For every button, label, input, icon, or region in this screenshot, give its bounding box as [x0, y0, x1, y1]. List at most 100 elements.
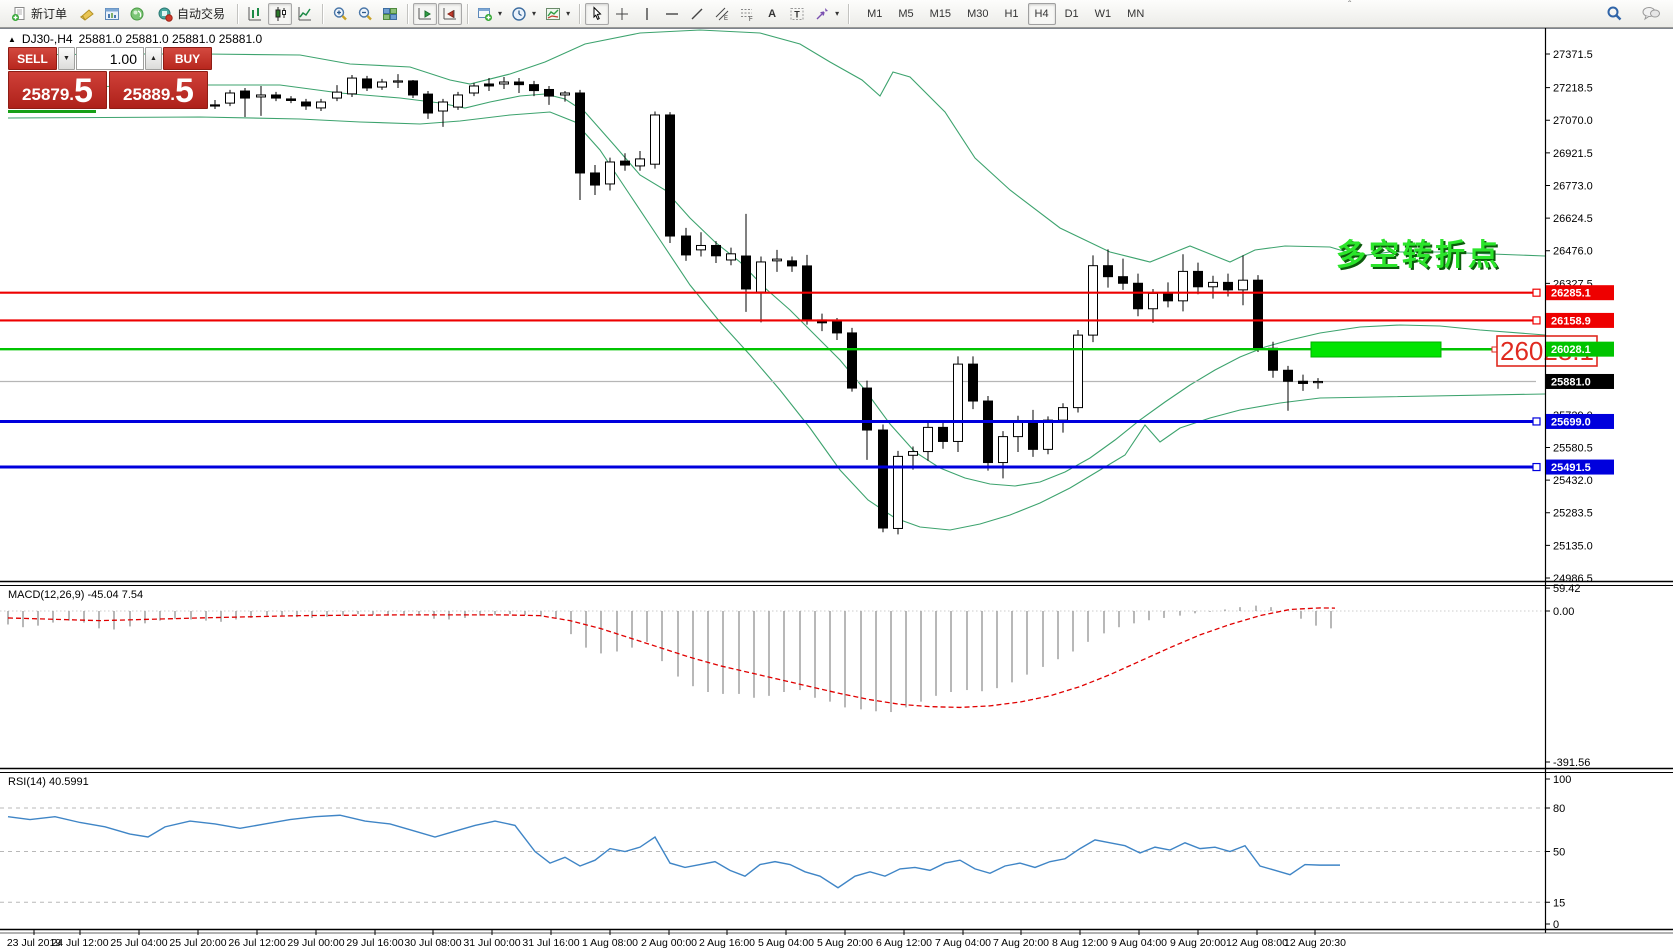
tile-windows-icon [383, 7, 398, 20]
current-price-axis-label [1546, 373, 1614, 389]
tf-button-M5[interactable]: M5 [891, 3, 920, 25]
toolbar-separator [467, 3, 469, 24]
tf-button-D1[interactable]: D1 [1058, 3, 1086, 25]
candle-body [514, 81, 524, 86]
candle-body [681, 235, 691, 256]
level-line-handle [1532, 462, 1541, 472]
signals-button[interactable] [125, 3, 149, 25]
text-label-icon: T [790, 7, 804, 20]
time-tick-label: 2 Aug 00:00 [641, 937, 697, 949]
zoom-in-button[interactable] [328, 3, 352, 25]
candle-body [1088, 265, 1098, 336]
indicators-button[interactable]: ▾ [541, 3, 574, 25]
horizontal-line-tool-button[interactable] [660, 3, 684, 25]
rsi-tick-label: 0 [1553, 919, 1559, 931]
cursor-tool-button[interactable] [585, 2, 610, 25]
candle-body [968, 363, 978, 402]
svg-text:26285.1: 26285.1 [1551, 288, 1591, 300]
styler-button[interactable] [75, 3, 99, 25]
buy-price-display[interactable]: 25889. 5 [109, 71, 208, 109]
time-tick-label: 26 Jul 12:00 [228, 937, 285, 949]
tf-button-H4[interactable]: H4 [1027, 2, 1056, 25]
new-chart-button[interactable]: ▾ [473, 3, 506, 25]
rsi-tick-label: 15 [1553, 897, 1565, 909]
candle-body [453, 94, 463, 108]
sell-price-display[interactable]: 25879. 5 [8, 71, 107, 109]
price-tick-label: 26476.0 [1553, 246, 1593, 258]
macd-tick-label: 59.42 [1553, 583, 1581, 595]
new-order-button[interactable]: 新订单 [4, 3, 74, 25]
trendline-tool-button[interactable] [685, 3, 709, 25]
lot-increase-button[interactable]: ▲ [145, 47, 162, 70]
auto-scroll-button[interactable] [413, 2, 438, 25]
candle-body [529, 84, 539, 92]
line-chart-mode-button[interactable] [293, 3, 317, 25]
candle-body [560, 92, 570, 96]
tf-button-W1[interactable]: W1 [1088, 3, 1119, 25]
toolbar-separator [322, 3, 324, 24]
candle-body [240, 90, 250, 99]
candle-body [423, 93, 433, 114]
candle-body [1133, 282, 1143, 310]
spin-up-icon: ▲ [150, 55, 157, 62]
candle-body [316, 101, 326, 109]
tile-windows-button[interactable] [378, 3, 402, 25]
toolbar-collapse-icon[interactable]: ˆ [1348, 0, 1352, 11]
chat-button[interactable] [1637, 2, 1665, 24]
tf-button-H1[interactable]: H1 [997, 3, 1025, 25]
crayon-icon [79, 8, 94, 21]
candle-body [741, 255, 751, 290]
periods-button[interactable]: ▾ [507, 3, 540, 25]
search-button[interactable] [1602, 2, 1627, 24]
search-icon [1607, 6, 1622, 20]
zoom-out-button[interactable] [353, 3, 377, 25]
candle-body [1238, 279, 1248, 291]
arrows-tool-button[interactable]: ▾ [810, 3, 843, 25]
vertical-line-tool-button[interactable] [635, 3, 659, 25]
time-tick-label: 12 Aug 20:30 [1284, 937, 1346, 949]
candle-body [847, 332, 857, 389]
collapse-panel-icon[interactable]: ▲ [8, 34, 16, 44]
fibonacci-tool-button[interactable]: F [735, 3, 759, 25]
supply-zone-rect[interactable] [1310, 341, 1442, 358]
candle-body [1118, 276, 1128, 284]
candle-body [1178, 270, 1188, 302]
channel-tool-button[interactable]: E [710, 3, 734, 25]
candle-body [301, 101, 311, 107]
chart-ohlc-readout: 25881.0 25881.0 25881.0 25881.0 [78, 32, 263, 46]
level-line-handle [1532, 417, 1541, 426]
lot-decrease-button[interactable]: ▼ [58, 47, 75, 70]
chart-shift-button[interactable] [438, 2, 463, 25]
candle-body [787, 260, 797, 267]
sell-button[interactable]: SELL [8, 47, 57, 70]
market-watch-button[interactable] [100, 3, 124, 25]
bar-chart-mode-button[interactable] [243, 3, 267, 25]
candlestick-mode-button[interactable] [268, 2, 293, 25]
tf-button-MN[interactable]: MN [1120, 3, 1151, 25]
time-tick-label: 9 Aug 04:00 [1111, 937, 1167, 949]
svg-text:25491.5: 25491.5 [1551, 462, 1591, 474]
buy-button[interactable]: BUY [163, 47, 212, 70]
crosshair-tool-button[interactable] [610, 3, 634, 25]
spread-indicator [8, 110, 96, 113]
time-tick-label: 23 Jul 2019 [7, 937, 61, 949]
tf-button-M30[interactable]: M30 [960, 3, 995, 25]
tf-button-M1[interactable]: M1 [860, 3, 889, 25]
text-tool-button[interactable]: A [760, 3, 784, 25]
time-tick-label: 7 Aug 20:00 [993, 937, 1049, 949]
lot-size-input[interactable] [76, 47, 144, 70]
candle-body [1028, 420, 1038, 450]
time-tick-label: 8 Aug 12:00 [1052, 937, 1108, 949]
auto-trading-button[interactable]: 自动交易 [150, 3, 232, 25]
level-lines[interactable] [0, 288, 1541, 472]
trade-panel-controls: SELL ▼ ▲ BUY [8, 47, 212, 70]
svg-text:多空转折点: 多空转折点 [1336, 239, 1501, 272]
level-line-handle [1532, 316, 1541, 325]
tf-button-M15[interactable]: M15 [923, 3, 958, 25]
bollinger-upper-band [7, 29, 1546, 263]
candle-body [469, 85, 479, 94]
label-tool-button[interactable]: T [785, 3, 809, 25]
dropdown-arrow-icon: ▾ [566, 9, 571, 18]
